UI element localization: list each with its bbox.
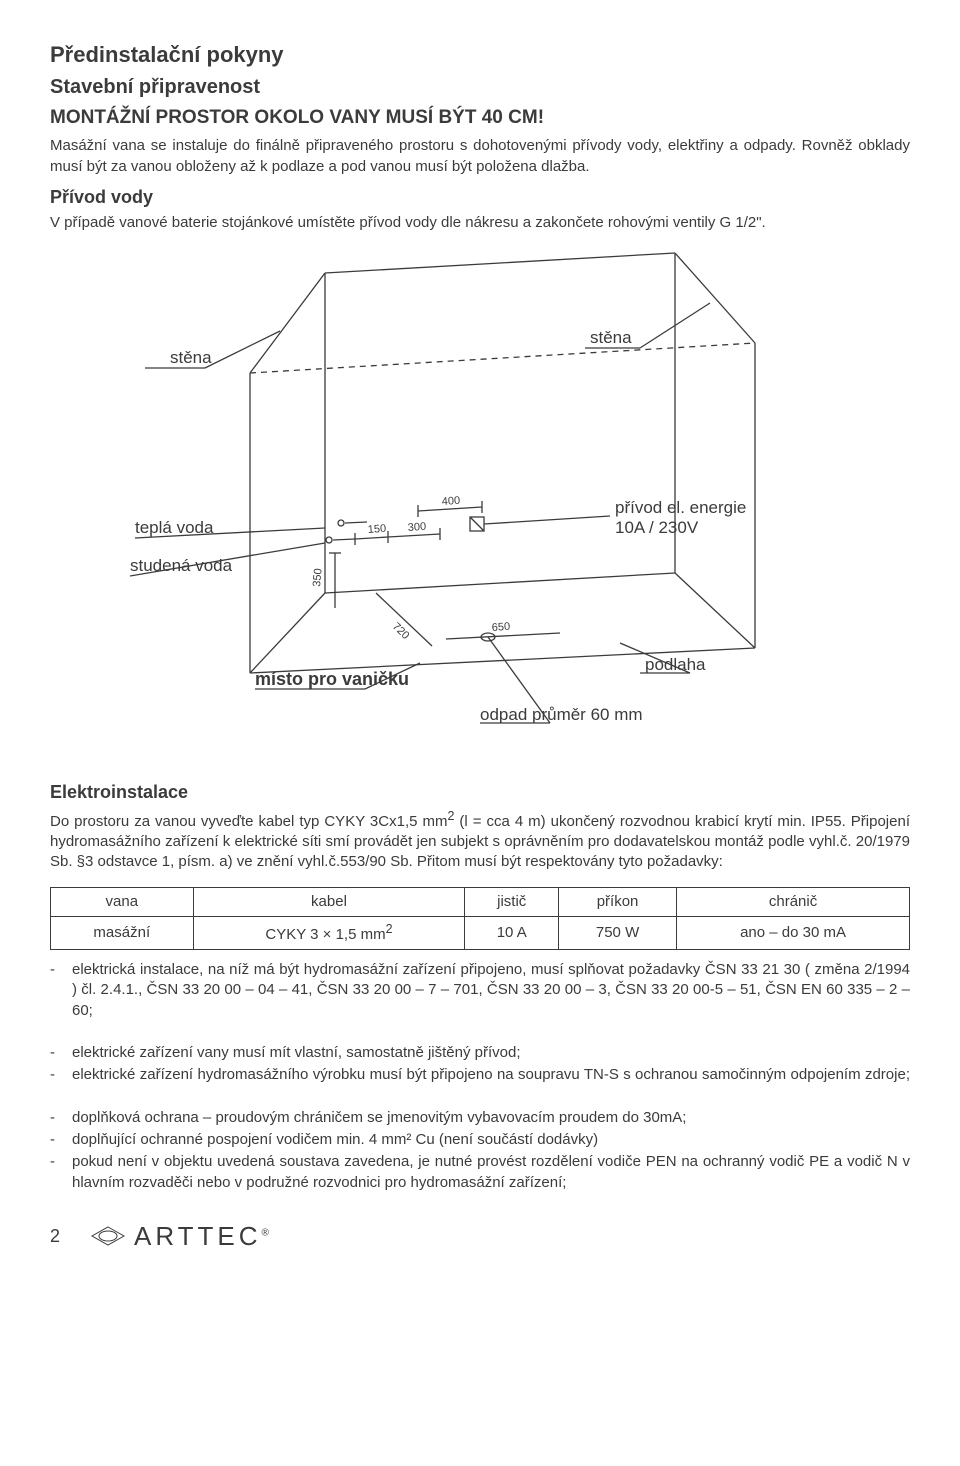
label-podlaha: podlaha [645,655,706,674]
paragraph-intro: Masážní vana se instaluje do finálně při… [50,136,910,177]
td-kabel: CYKY 3 × 1,5 mm2 [193,916,465,949]
paragraph-elektro: Do prostoru za vanou vyveďte kabel typ C… [50,808,910,873]
logo: ARTTEC® [90,1219,273,1254]
th-kabel: kabel [193,887,465,916]
th-vana: vana [51,887,194,916]
th-chranic: chránič [677,887,910,916]
bullet-3: doplňková ochrana – proudovým chráničem … [72,1108,910,1128]
heading-elektro: Elektroinstalace [50,780,910,804]
page-footer: 2 ARTTEC® [50,1219,910,1254]
bullet-4: doplňující ochranné pospojení vodičem mi… [72,1130,910,1150]
bullet-1: elektrické zařízení vany musí mít vlastn… [72,1043,910,1063]
th-prikon: příkon [559,887,677,916]
bullet-5: pokud není v objektu uvedená soustava za… [72,1152,910,1193]
dim-350: 350 [311,568,325,587]
label-misto: místo pro vaničku [255,669,409,689]
bullet-0: elektrická instalace, na níž má být hydr… [72,960,910,1041]
logo-text: ARTTEC® [134,1219,273,1254]
dim-650: 650 [491,621,510,634]
heading-preinstall: Předinstalační pokyny [50,40,910,70]
page-number: 2 [50,1224,60,1248]
label-studena: studená voda [130,556,233,575]
td-vana: masážní [51,916,194,949]
heading-water: Přívod vody [50,185,910,209]
td-jistic: 10 A [465,916,559,949]
th-jistic: jistič [465,887,559,916]
logo-icon [90,1225,126,1247]
heading-readiness: Stavební připravenost [50,74,910,101]
td-chranic: ano – do 30 mA [677,916,910,949]
heading-space: MONTÁŽNÍ PROSTOR OKOLO VANY MUSÍ BÝT 40 … [50,105,910,131]
label-privod-el-2: 10A / 230V [615,518,699,537]
td-prikon: 750 W [559,916,677,949]
label-tepla: teplá voda [135,518,214,537]
label-privod-el-1: přívod el. energie [615,498,746,517]
paragraph-water: V případě vanové baterie stojánkové umís… [50,213,910,233]
dim-300: 300 [407,521,426,534]
label-stena-left: stěna [170,348,212,367]
requirements-list: -elektrická instalace, na níž má být hyd… [50,960,910,1193]
label-odpad: odpad průměr 60 mm [480,705,643,724]
spec-table: vana kabel jistič příkon chránič masážní… [50,887,910,951]
dim-400: 400 [441,495,460,508]
installation-diagram: 150 300 400 350 720 650 stěna stěna tepl… [130,243,830,769]
bullet-2: elektrické zařízení hydromasážního výrob… [72,1065,910,1106]
dim-150: 150 [367,523,386,536]
label-stena-right: stěna [590,328,632,347]
